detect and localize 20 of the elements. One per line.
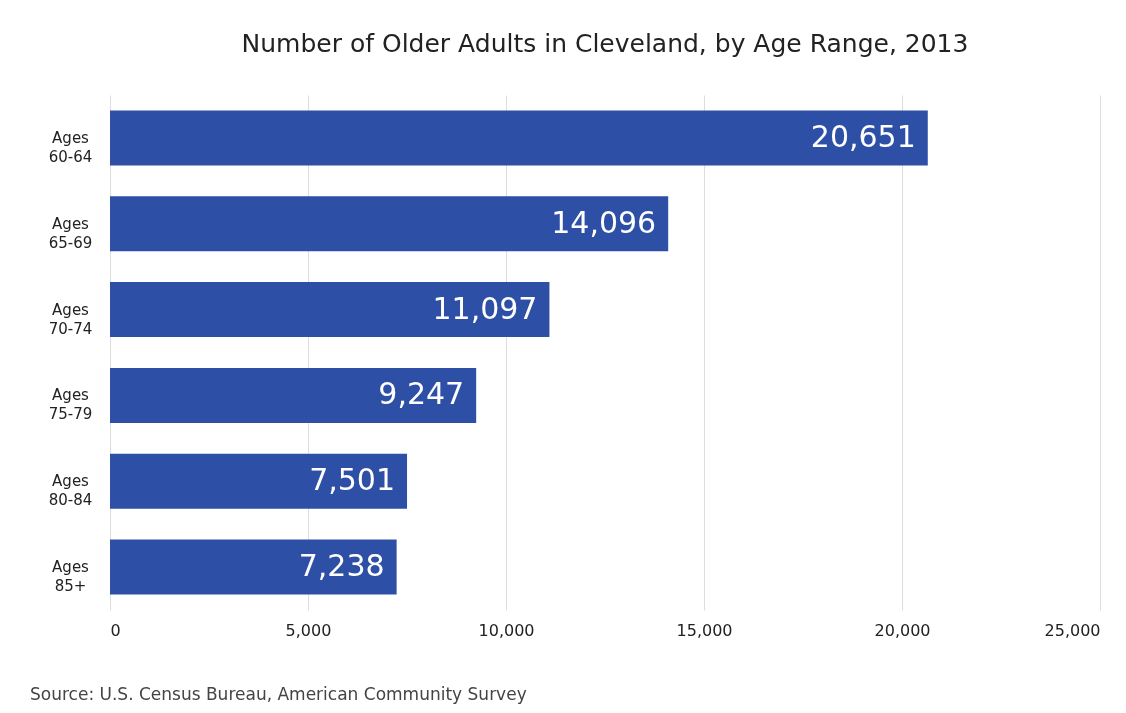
x-tick-label: 5,000 [285, 620, 332, 640]
x-tick-label: 10,000 [478, 620, 535, 640]
y-tick-label: Ages 60-64 [48, 128, 93, 166]
data-label: 14,096 [551, 204, 657, 240]
y-tick-label: Ages 75-79 [48, 386, 93, 424]
y-tick-label: Ages 80-84 [48, 472, 93, 510]
data-label: 7,238 [298, 548, 385, 584]
x-tick-label: 0 [110, 620, 121, 640]
x-tick-label: 20,000 [874, 620, 931, 640]
x-tick-label: 25,000 [1044, 620, 1101, 640]
chart-title: Number of Older Adults in Cleveland, by Age Range, 2013 [241, 29, 969, 58]
data-label: 7,501 [309, 462, 396, 498]
data-label: 9,247 [378, 376, 465, 412]
source-note: Source: U.S. Census Bureau, American Community Survey [30, 684, 527, 704]
x-tick-label: 15,000 [676, 620, 733, 640]
y-tick-label: Ages 85+ [52, 558, 90, 596]
data-label: 20,651 [810, 118, 916, 154]
data-label: 11,097 [432, 290, 538, 326]
y-tick-label: Ages 70-74 [48, 300, 93, 338]
y-tick-label: Ages 65-69 [48, 214, 93, 252]
